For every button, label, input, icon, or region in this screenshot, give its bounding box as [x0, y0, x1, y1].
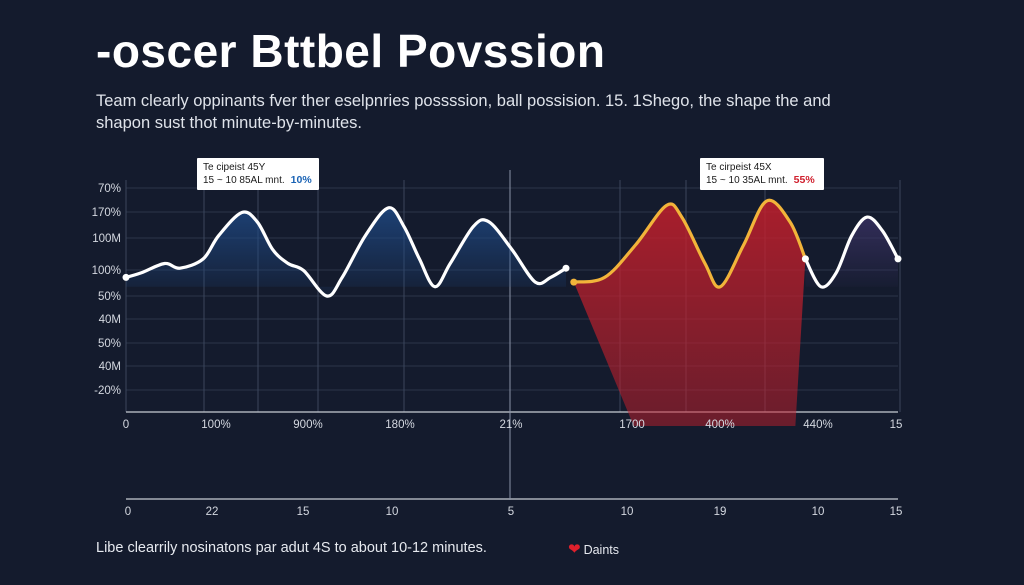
x-axis-ticks-top: 0 100% 900% 180% 21% 1700 400% 440% 15	[123, 419, 903, 431]
x-tick-label-bottom: 10	[812, 506, 825, 518]
series-line-left	[124, 206, 568, 298]
y-tick-label: 50%	[98, 338, 121, 350]
highlight-area-fill	[573, 200, 806, 426]
x-tick-label-bottom: 15	[890, 506, 903, 518]
legend-label: Daints	[583, 543, 620, 557]
y-axis-ticks: 70% 170% 100M 100% 50% 40M 50% 40M -20%	[92, 183, 121, 397]
x-tick-label-top: 900%	[293, 419, 322, 431]
series-point	[562, 264, 570, 272]
y-tick-label: 170%	[92, 207, 121, 219]
tooltip-right-value: 55%	[793, 174, 815, 186]
tooltip-right: Te cirpeist 45X 15 ~ 10 35AL mnt. 55%	[700, 158, 824, 190]
x-tick-label-bottom: 0	[125, 506, 131, 518]
page-title: -oscer Bttbel Povssion	[96, 25, 606, 77]
tooltip-left-detail: 15 ~ 10 85AL mnt.	[203, 175, 285, 186]
x-tick-label-top: 100%	[201, 419, 230, 431]
chart-subtitle: Team clearly oppinants fver ther eselpnr…	[96, 92, 831, 132]
series-point	[894, 255, 902, 263]
legend: ❤ Daints	[568, 540, 619, 558]
x-tick-label-bottom: 19	[714, 506, 727, 518]
x-tick-label-top: 21%	[499, 419, 522, 431]
y-tick-label: 40M	[99, 314, 121, 326]
chart-area-fills	[126, 200, 898, 426]
x-tick-label-top: 440%	[803, 419, 832, 431]
chart-lines	[122, 198, 902, 298]
y-tick-label: 100%	[92, 265, 121, 277]
series-line-middle	[572, 198, 807, 289]
tooltip-left-title: Te cipeist 45Y	[203, 162, 266, 173]
x-tick-label-bottom: 15	[297, 506, 310, 518]
series-area-fill	[126, 207, 566, 297]
series-area-fill	[805, 217, 898, 288]
y-tick-label: 70%	[98, 183, 121, 195]
x-tick-label-top: 180%	[385, 419, 414, 431]
heart-icon: ❤	[568, 541, 581, 558]
y-tick-label: 100M	[92, 233, 121, 245]
x-tick-label-bottom: 22	[206, 506, 219, 518]
series-line-right	[803, 215, 900, 289]
series-point	[122, 273, 130, 281]
tooltip-left-value: 10%	[290, 174, 312, 186]
x-axis-ticks-bottom: 0 22 15 10 5 10 19 10 15	[125, 506, 903, 518]
x-tick-label-top: 1700	[619, 419, 645, 431]
tooltip-right-title: Te cirpeist 45X	[706, 162, 772, 173]
tooltip-left: Te cipeist 45Y 15 ~ 10 85AL mnt. 10%	[197, 158, 319, 190]
y-tick-label: 40M	[99, 361, 121, 373]
chart-footnote: Libe clearrily nosinatons par adut 4S to…	[96, 540, 487, 556]
series-point	[570, 278, 578, 286]
x-tick-label-bottom: 5	[508, 506, 514, 518]
x-tick-label-top: 400%	[705, 419, 734, 431]
x-tick-label-top: 0	[123, 419, 129, 431]
tooltip-right-detail: 15 ~ 10 35AL mnt.	[706, 175, 788, 186]
x-tick-label-top: 15	[890, 419, 903, 431]
x-tick-label-bottom: 10	[386, 506, 399, 518]
x-tick-label-bottom: 10	[621, 506, 634, 518]
series-point	[801, 255, 809, 263]
y-tick-label: -20%	[94, 385, 121, 397]
y-tick-label: 50%	[98, 291, 121, 303]
